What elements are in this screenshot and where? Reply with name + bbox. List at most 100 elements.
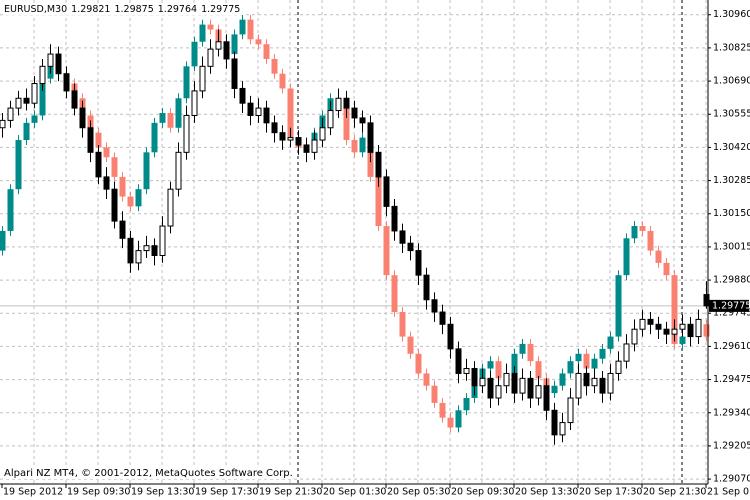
- open: 1.29821: [71, 4, 111, 15]
- candle-body: [511, 372, 518, 394]
- candle-body: [207, 48, 214, 67]
- candle-body: [271, 122, 278, 134]
- candle-body: [191, 41, 198, 67]
- candle-body: [527, 343, 534, 362]
- candle-body: [175, 98, 182, 128]
- candle-body: [127, 237, 134, 264]
- candle-body: [551, 385, 558, 394]
- y-tick-label: 1.29610: [713, 341, 750, 352]
- candle-body: [231, 58, 238, 89]
- candle-body: [671, 328, 678, 335]
- candle-body: [423, 373, 430, 386]
- candle-body: [543, 385, 550, 411]
- y-tick-label: 1.29745: [713, 308, 750, 319]
- candle-body: [575, 372, 582, 399]
- candle-body: [95, 132, 102, 148]
- candle-body: [247, 102, 254, 116]
- candle-body: [207, 24, 214, 30]
- y-tick-label: 1.30420: [713, 142, 750, 153]
- candle-body: [663, 262, 670, 276]
- y-tick-label: 1.29340: [713, 407, 750, 418]
- candle-body: [463, 398, 470, 411]
- candle-body: [0, 230, 6, 251]
- y-tick-label: 1.29475: [713, 374, 750, 385]
- candle-body: [15, 97, 22, 109]
- grid: [0, 0, 708, 484]
- candle-body: [255, 39, 262, 45]
- candle-body: [271, 58, 278, 74]
- candle-body: [399, 312, 406, 337]
- y-tick-label: 1.30150: [713, 208, 750, 219]
- candle-body: [47, 53, 54, 67]
- candle-body: [567, 397, 574, 424]
- candle-body: [79, 107, 86, 129]
- candle-body: [687, 323, 694, 338]
- candle-body: [223, 41, 230, 60]
- candle-body: [495, 361, 502, 379]
- high: 1.29875: [114, 4, 154, 15]
- candle-body: [455, 348, 462, 374]
- candle-body: [519, 377, 526, 394]
- candle-body: [183, 114, 190, 153]
- candle-body: [87, 127, 94, 153]
- candle-body: [631, 328, 638, 345]
- candle-body: [575, 353, 582, 362]
- candle-body: [127, 196, 134, 207]
- candle-body: [463, 368, 470, 374]
- candle-body: [159, 113, 166, 123]
- candle-body: [359, 117, 366, 124]
- candle-body: [407, 242, 414, 252]
- x-tick-label: 19 Sep 09:30: [67, 487, 130, 498]
- candle-body: [335, 97, 342, 112]
- candle-body: [191, 90, 198, 116]
- candle-body: [551, 409, 558, 436]
- chart-header: EURUSD,M30 1.29821 1.29875 1.29764 1.29775: [4, 4, 245, 15]
- y-tick-label: 1.29880: [713, 275, 750, 286]
- candle-body: [343, 97, 350, 109]
- candle-body: [559, 422, 566, 436]
- candle-body: [647, 318, 654, 325]
- candle-body: [7, 189, 14, 231]
- candle-body: [55, 53, 62, 75]
- candle-body: [7, 107, 14, 121]
- candle-body: [647, 230, 654, 251]
- x-tick-label: 19 Sep 17:30: [195, 487, 258, 498]
- candle-body: [639, 226, 646, 231]
- y-tick-label: 1.30555: [713, 109, 750, 120]
- candle-body: [151, 122, 158, 153]
- candle-body: [391, 205, 398, 232]
- candle-body: [135, 189, 142, 207]
- candle-body: [703, 324, 710, 337]
- candle-body: [247, 19, 254, 40]
- candle-body: [639, 318, 646, 330]
- candle-body: [135, 250, 142, 264]
- candle-body: [559, 373, 566, 386]
- candle-body: [591, 358, 598, 369]
- close: 1.29775: [201, 4, 241, 15]
- candle-body: [39, 65, 46, 85]
- candle-body: [343, 103, 350, 141]
- y-tick-label: 1.30285: [713, 175, 750, 186]
- candle-body: [111, 157, 118, 177]
- x-tick-label: 19 Sep 2012: [3, 487, 63, 498]
- candle-body: [423, 274, 430, 301]
- candle-body: [143, 245, 150, 252]
- candle-body: [95, 151, 102, 178]
- candle-body: [319, 127, 326, 141]
- candle-body: [503, 372, 510, 387]
- y-tick-label: 1.29205: [713, 440, 750, 451]
- candle-body: [159, 225, 166, 257]
- candle-body: [175, 151, 182, 190]
- x-tick-label: 20 Sep 05:30: [387, 487, 450, 498]
- x-tick-label: 20 Sep 01:30: [323, 487, 386, 498]
- candle-body: [679, 323, 686, 330]
- candle-body: [23, 122, 30, 141]
- candle-body: [447, 323, 454, 350]
- x-tick-label: 19 Sep 21:30: [259, 487, 322, 498]
- candle-body: [375, 151, 382, 178]
- low: 1.29764: [157, 4, 198, 15]
- x-tick-label: 21 Sep 01:30: [707, 487, 750, 498]
- candle-body: [31, 83, 38, 104]
- candle-body: [439, 402, 446, 418]
- candles: [0, 14, 710, 445]
